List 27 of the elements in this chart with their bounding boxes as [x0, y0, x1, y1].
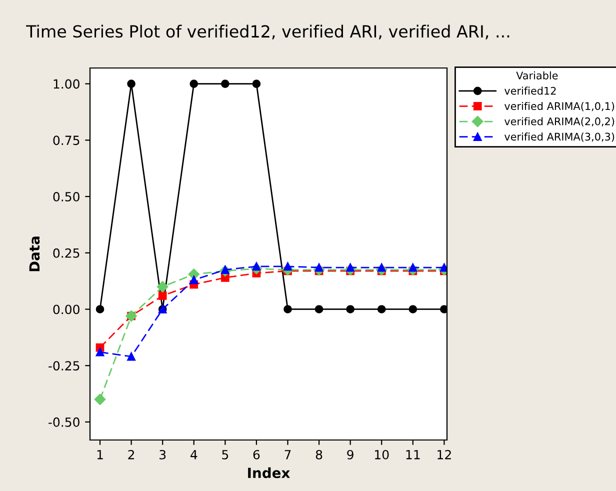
- legend-label: verified ARIMA(3,0,3): [504, 132, 614, 142]
- y-tick-label: -0.50: [48, 417, 80, 427]
- x-tick-label: 10: [375, 450, 389, 460]
- x-tick-label: 11: [406, 450, 420, 460]
- x-tick-label: 1: [97, 450, 103, 460]
- x-tick-label: 9: [347, 450, 354, 460]
- chart-title: Time Series Plot of verified12, verified ARI, verified ARI, ...: [26, 24, 510, 40]
- y-axis-title: Data: [29, 236, 40, 272]
- x-tick-label: 7: [284, 450, 291, 460]
- x-axis-title: Index: [248, 467, 290, 478]
- legend-label: verified ARIMA(2,0,2): [504, 117, 614, 127]
- legend-label: verified ARIMA(1,0,1): [504, 102, 614, 112]
- y-tick-label: 0.00: [53, 304, 80, 314]
- y-tick-label: 0.75: [53, 136, 80, 146]
- legend-label: verified12: [504, 86, 556, 95]
- y-tick-label: 0.25: [53, 248, 80, 258]
- legend-title: Variable: [516, 71, 558, 80]
- y-tick-label: 0.50: [53, 192, 80, 202]
- y-tick-label: -0.25: [48, 361, 80, 371]
- y-tick-label: 1.00: [54, 79, 80, 89]
- x-tick-label: 3: [160, 450, 166, 460]
- x-tick-label: 12: [438, 450, 451, 460]
- x-tick-label: 5: [222, 450, 228, 460]
- x-tick-label: 4: [190, 450, 198, 460]
- x-tick-label: 8: [316, 450, 322, 460]
- x-tick-label: 6: [253, 450, 260, 460]
- x-tick-label: 2: [128, 450, 134, 460]
